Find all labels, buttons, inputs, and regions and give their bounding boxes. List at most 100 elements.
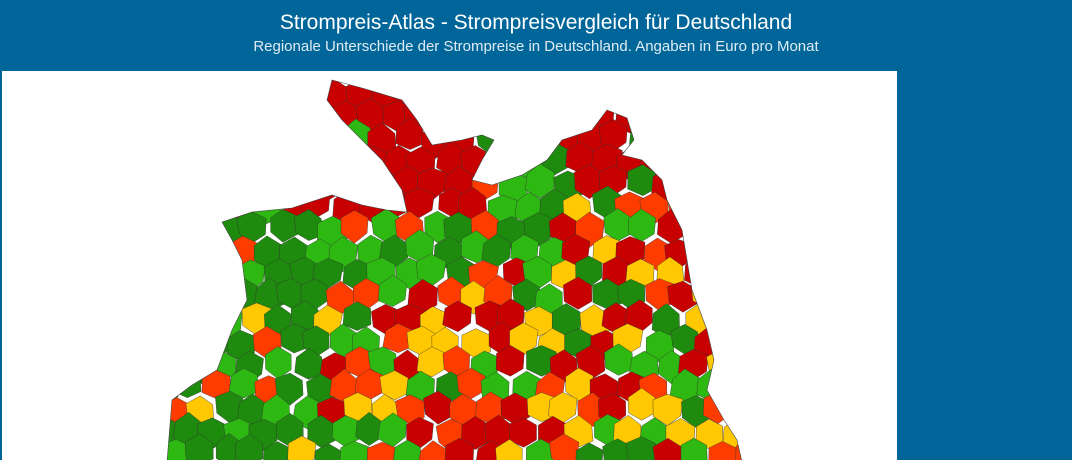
map-region[interactable] <box>680 437 708 460</box>
map-region[interactable] <box>757 441 786 460</box>
map-region[interactable] <box>302 71 333 91</box>
map-region[interactable] <box>512 278 542 312</box>
map-region[interactable] <box>251 96 282 129</box>
map-region[interactable] <box>444 437 475 460</box>
map-region[interactable] <box>312 169 343 201</box>
map-region[interactable] <box>728 261 758 293</box>
map-region[interactable] <box>382 323 414 353</box>
map-region[interactable] <box>731 395 759 427</box>
map-region[interactable] <box>719 322 750 356</box>
map-region[interactable] <box>278 141 309 174</box>
map-region[interactable] <box>470 77 498 108</box>
map-region[interactable] <box>702 80 732 111</box>
map-region[interactable] <box>644 99 676 132</box>
map-region[interactable] <box>235 433 264 460</box>
map-region[interactable] <box>799 71 826 86</box>
map-region[interactable] <box>459 71 487 86</box>
map-region[interactable] <box>305 146 338 177</box>
germany-map[interactable] <box>2 71 897 460</box>
map-region[interactable] <box>564 95 594 129</box>
map-region[interactable] <box>787 394 818 427</box>
map-region[interactable] <box>800 237 830 270</box>
map-region[interactable] <box>597 76 628 109</box>
map-region[interactable] <box>800 187 829 218</box>
map-region[interactable] <box>159 346 190 380</box>
map-region[interactable] <box>730 164 757 198</box>
map-region[interactable] <box>173 367 202 398</box>
map-region[interactable] <box>287 161 315 198</box>
map-region[interactable] <box>211 261 242 294</box>
map-region[interactable] <box>274 372 304 406</box>
map-region[interactable] <box>199 233 229 268</box>
map-region[interactable] <box>812 77 839 108</box>
map-region[interactable] <box>770 235 797 266</box>
map-region[interactable] <box>563 276 593 310</box>
map-region[interactable] <box>815 122 844 152</box>
map-region[interactable] <box>184 433 214 460</box>
map-region[interactable] <box>524 163 555 199</box>
map-region[interactable] <box>784 119 813 150</box>
map-region[interactable] <box>159 212 189 246</box>
map-region[interactable] <box>690 239 722 271</box>
map-region[interactable] <box>707 124 739 158</box>
map-region[interactable] <box>684 119 715 152</box>
map-region[interactable] <box>716 284 744 316</box>
map-region[interactable] <box>214 75 245 110</box>
map-region[interactable] <box>198 277 229 308</box>
map-region[interactable] <box>717 96 747 131</box>
map-region[interactable] <box>278 71 307 88</box>
map-region[interactable] <box>266 76 297 109</box>
map-region[interactable] <box>294 347 325 380</box>
map-region[interactable] <box>799 281 828 312</box>
map-region[interactable] <box>799 371 829 404</box>
map-region[interactable] <box>604 343 634 376</box>
map-region[interactable] <box>730 349 759 381</box>
map-region[interactable] <box>741 185 770 221</box>
map-region[interactable] <box>807 350 833 383</box>
map-region[interactable] <box>768 193 795 223</box>
map-region[interactable] <box>313 443 342 460</box>
map-region[interactable] <box>342 301 372 331</box>
map-region[interactable] <box>693 186 722 217</box>
map-region[interactable] <box>706 255 738 287</box>
map-region[interactable] <box>214 123 245 157</box>
map-region[interactable] <box>741 71 771 84</box>
map-region[interactable] <box>339 170 369 205</box>
map-region[interactable] <box>693 71 722 85</box>
map-region[interactable] <box>769 145 797 178</box>
map-region[interactable] <box>249 144 279 174</box>
map-region[interactable] <box>228 367 260 399</box>
map-region[interactable] <box>223 141 254 172</box>
map-region[interactable] <box>281 100 311 134</box>
map-region[interactable] <box>744 369 772 400</box>
map-region[interactable] <box>691 142 721 177</box>
map-region[interactable] <box>287 435 317 460</box>
map-region[interactable] <box>200 190 230 224</box>
map-region[interactable] <box>758 167 787 197</box>
map-region[interactable] <box>446 77 477 108</box>
map-region[interactable] <box>392 439 422 460</box>
map-region[interactable] <box>747 102 776 131</box>
map-region[interactable] <box>771 101 799 132</box>
map-region[interactable] <box>632 78 663 111</box>
map-region[interactable] <box>357 145 388 179</box>
map-region[interactable] <box>814 390 843 424</box>
map-region[interactable] <box>731 77 760 106</box>
map-region[interactable] <box>145 71 174 84</box>
map-region[interactable] <box>666 139 697 175</box>
map-region[interactable] <box>325 147 357 181</box>
map-region[interactable] <box>521 76 551 111</box>
map-region[interactable] <box>238 76 269 109</box>
map-region[interactable] <box>782 74 812 104</box>
map-region[interactable] <box>720 239 748 273</box>
map-region[interactable] <box>177 191 207 226</box>
map-region[interactable] <box>782 345 811 376</box>
map-region[interactable] <box>714 192 744 224</box>
map-region[interactable] <box>145 145 173 180</box>
map-region[interactable] <box>184 167 213 199</box>
map-region[interactable] <box>552 76 583 108</box>
map-region[interactable] <box>784 303 811 337</box>
map-region[interactable] <box>200 71 232 82</box>
map-region[interactable] <box>676 168 706 199</box>
map-region[interactable] <box>785 214 814 246</box>
